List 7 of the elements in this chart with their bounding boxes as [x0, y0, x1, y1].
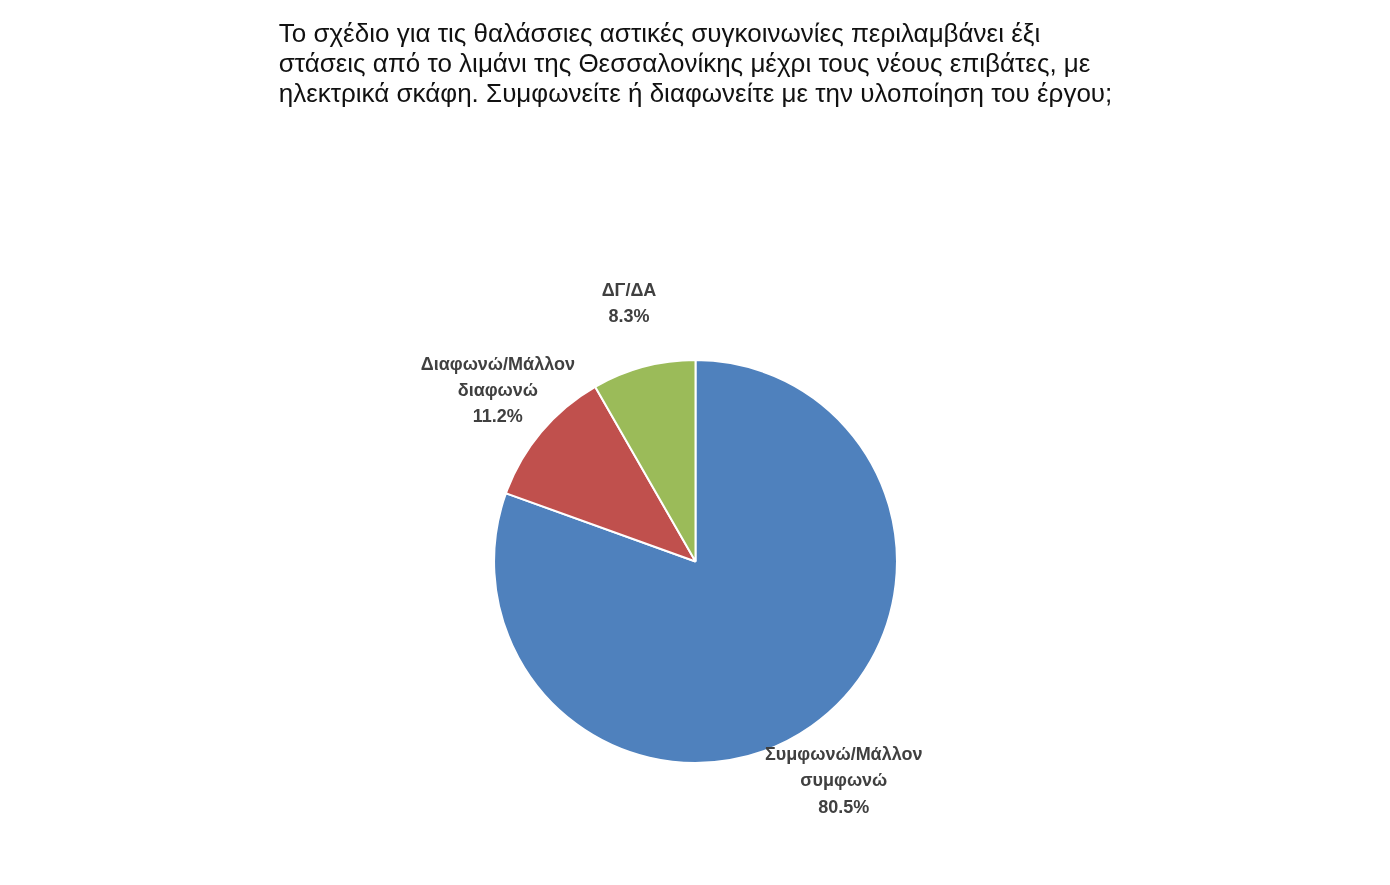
- slice-label: ΔΓ/ΔΑ: [601, 279, 657, 300]
- data-label: 80.5%: [818, 796, 870, 817]
- data-label: 11.2%: [472, 405, 523, 426]
- data-label: 8.3%: [608, 306, 650, 327]
- chart-title: Το σχέδιο για τις θαλάσσιες αστικές συγκοινωνίες περιλαμβάνει έξι στάσεις από το λιμάνι της Θεσσαλονίκης μέχρι τους νέους επιβάτες, με ηλεκτρικά σκάφη. Συμφωνείτε ή διαφωνείτε με την υλοποίηση του έργου;: [278, 17, 1113, 108]
- slice-label: Συμφωνώ/Μάλλον συμφωνώ: [765, 744, 923, 791]
- slice-label: Διαφωνώ/Μάλλον διαφωνώ: [420, 353, 575, 400]
